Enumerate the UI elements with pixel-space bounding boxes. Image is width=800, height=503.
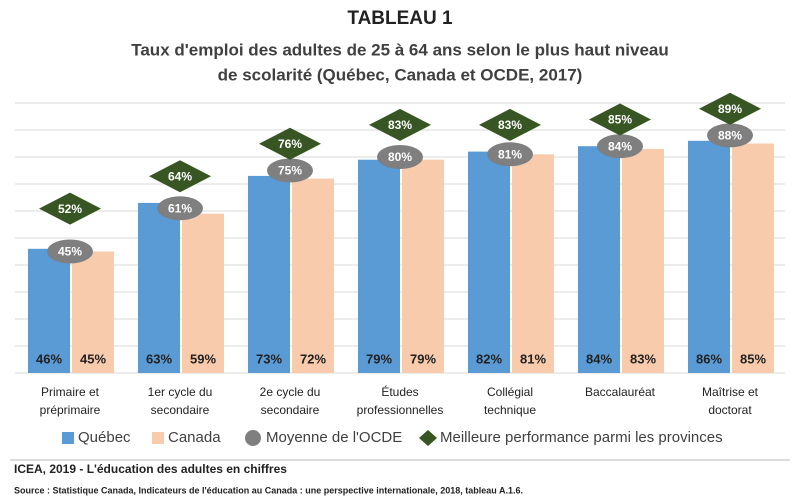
value-label: 88% — [718, 129, 742, 143]
x-tick-label: 1er cycle du — [148, 385, 213, 399]
ocde-marker — [47, 239, 93, 264]
value-label: 83% — [498, 118, 522, 132]
value-label: 84% — [586, 351, 612, 366]
value-label: 85% — [740, 351, 766, 366]
value-label: 73% — [256, 351, 282, 366]
value-label: 80% — [388, 150, 412, 164]
x-tick-label: Collégial — [487, 385, 533, 399]
value-label: 59% — [190, 351, 216, 366]
legend-label: Canada — [168, 429, 221, 446]
legend-label: Québec — [78, 429, 131, 446]
value-label: 75% — [278, 164, 302, 178]
value-label: 81% — [520, 351, 546, 366]
chart-subtitle: de scolarité (Québec, Canada et OCDE, 20… — [218, 65, 583, 84]
value-label: 85% — [608, 113, 632, 127]
value-label: 81% — [498, 147, 522, 161]
bar — [292, 178, 334, 373]
bar — [468, 151, 510, 373]
value-label: 45% — [58, 245, 82, 259]
best-marker — [589, 103, 651, 136]
bar — [358, 159, 400, 373]
x-tick-label: doctorat — [708, 403, 752, 417]
legend-marker — [62, 432, 74, 444]
x-tick-label: Maîtrise et — [702, 385, 759, 399]
best-marker — [39, 192, 101, 225]
value-label: 79% — [410, 351, 436, 366]
note: ICEA, 2019 - L'éducation des adultes en … — [14, 462, 287, 476]
x-tick-label: Primaire et — [41, 385, 100, 399]
bar — [688, 140, 730, 373]
ocde-marker — [377, 145, 423, 169]
value-label: 63% — [146, 351, 172, 366]
value-label: 84% — [608, 139, 632, 153]
best-marker — [149, 160, 211, 193]
value-label: 72% — [300, 351, 326, 366]
x-tick-label: technique — [484, 403, 536, 417]
value-label: 61% — [168, 201, 192, 215]
legend-marker — [419, 430, 437, 446]
x-tick-label: secondaire — [151, 403, 210, 417]
ocde-marker — [707, 123, 753, 148]
chart-title: TABLEAU 1 — [347, 8, 453, 29]
x-tick-label: 2e cycle du — [260, 385, 321, 399]
value-label: 46% — [36, 351, 62, 366]
ocde-marker — [157, 196, 203, 221]
value-label: 64% — [168, 169, 192, 183]
ocde-marker — [597, 134, 643, 159]
best-marker — [259, 127, 321, 160]
x-tick-label: Études — [381, 384, 418, 399]
best-marker — [699, 92, 761, 125]
bar — [72, 251, 114, 373]
value-label: 45% — [80, 351, 106, 366]
x-tick-label: préprimaire — [40, 403, 101, 417]
value-label: 86% — [696, 351, 722, 366]
x-tick-label: secondaire — [261, 403, 320, 417]
ocde-marker — [267, 158, 313, 183]
value-label: 83% — [630, 351, 656, 366]
bar — [512, 154, 554, 373]
bar — [622, 148, 664, 373]
bar — [182, 213, 224, 373]
value-label: 83% — [388, 118, 412, 132]
bar — [578, 146, 620, 373]
bar — [248, 175, 290, 373]
best-marker — [369, 108, 431, 141]
x-tick-label: Baccalauréat — [585, 385, 656, 399]
legend-label: Moyenne de l'OCDE — [266, 429, 402, 446]
bar — [28, 248, 70, 373]
bar — [138, 202, 180, 373]
value-label: 52% — [58, 202, 82, 216]
value-label: 82% — [476, 351, 502, 366]
value-label: 76% — [278, 137, 302, 151]
legend-label: Meilleure performance parmi les province… — [440, 429, 723, 446]
x-tick-label: professionnelles — [357, 403, 444, 417]
value-label: 89% — [718, 102, 742, 116]
legend-marker — [245, 430, 261, 446]
chart-subtitle: Taux d'emploi des adultes de 25 à 64 ans… — [131, 40, 669, 59]
legend-marker — [152, 432, 164, 444]
value-label: 79% — [366, 351, 392, 366]
ocde-marker — [487, 142, 533, 167]
bar — [732, 143, 774, 373]
bar — [402, 159, 444, 373]
source: Source : Statistique Canada, Indicateurs… — [14, 485, 523, 495]
best-marker — [479, 108, 541, 141]
